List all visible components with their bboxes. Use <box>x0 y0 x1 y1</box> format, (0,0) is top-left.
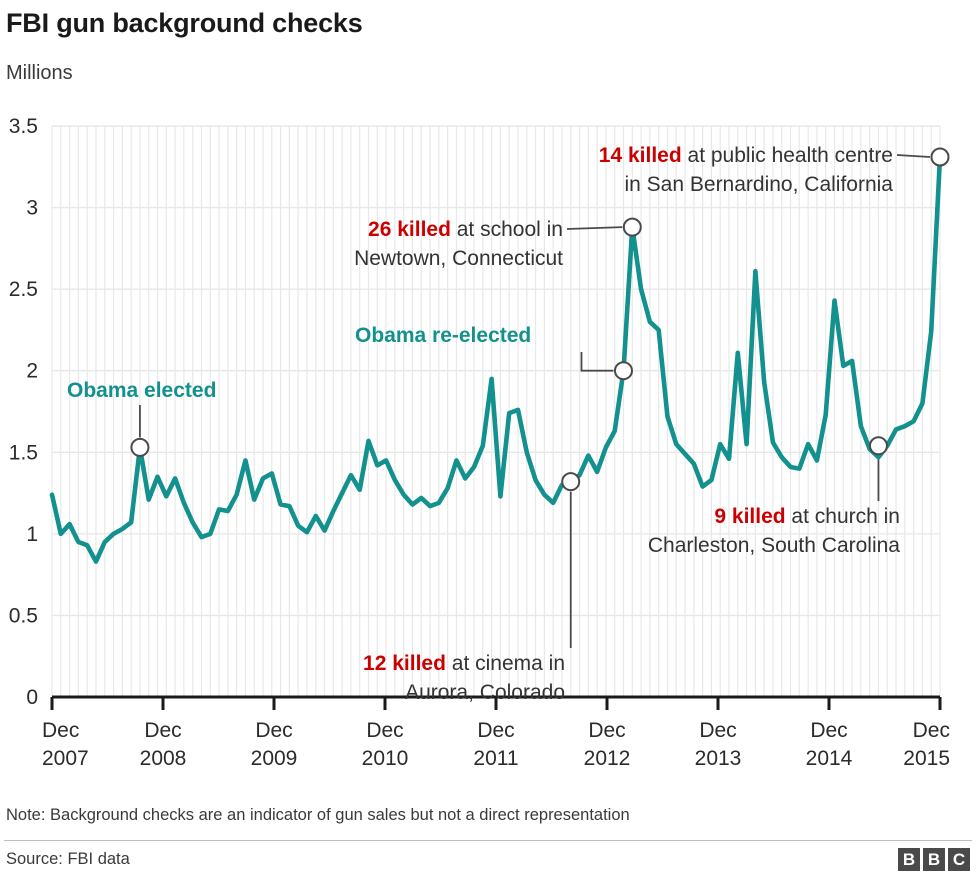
x-axis-tick-label: Dec <box>588 719 625 742</box>
x-axis-tick-label: Dec <box>255 719 292 742</box>
x-axis-tick-label: 2009 <box>251 747 298 770</box>
annotation-label: 9 killed at church in <box>714 505 900 528</box>
chart-subtitle: Millions <box>6 62 73 84</box>
x-axis-tick-label: Dec <box>913 719 950 742</box>
y-axis-tick-label: 3.5 <box>9 115 38 138</box>
annotation-leader-line <box>896 154 931 158</box>
y-axis-tick-labels: 0 0.5 1 1.5 2 2.5 3 3.5 <box>9 115 38 709</box>
x-axis-tick-label: Dec <box>699 719 736 742</box>
annotation-casualty-count: 12 killed <box>363 652 446 675</box>
x-axis-tick-label: Dec <box>810 719 847 742</box>
bbc-logo-letter-1: B <box>898 848 920 871</box>
annotation-detail: at public health centre <box>682 144 893 167</box>
annotation-detail: at church in <box>786 505 900 528</box>
data-point-marker[interactable] <box>930 147 950 167</box>
x-axis-tick-label: 2012 <box>584 747 631 770</box>
data-line-series <box>49 154 943 564</box>
y-axis-tick-label: 0 <box>26 686 38 709</box>
y-axis-tick-label: 1.5 <box>9 441 38 464</box>
annotation-labels: Obama elected 12 killed at cinema in Auror… <box>67 144 900 704</box>
x-axis-tick-label: 2010 <box>362 747 409 770</box>
x-axis-tick-label: 2007 <box>42 747 89 770</box>
y-axis-tick-label: 2 <box>26 360 38 383</box>
note-text: Note: Background checks are an indicator… <box>6 806 630 824</box>
x-axis-tick-label: 2013 <box>695 747 742 770</box>
annotation-casualty-count: 9 killed <box>714 505 785 528</box>
annotation-label: Obama re-elected <box>355 324 531 347</box>
annotation-label: Obama elected <box>67 379 216 402</box>
annotation-label: 14 killed at public health centre <box>599 144 893 167</box>
data-point-marker[interactable] <box>130 437 150 457</box>
data-point-marker[interactable] <box>561 472 581 492</box>
x-axis-line <box>50 695 942 710</box>
x-axis-tick-label: Dec <box>366 719 403 742</box>
chart-plot-area: 0 0.5 1 1.5 2 2.5 3 3.5 Dec 2007 Dec 2008 Dec 2009 De… <box>0 100 976 790</box>
annotation-label: 12 killed at cinema in <box>363 652 565 675</box>
data-point-marker[interactable] <box>622 217 642 237</box>
annotation-leader-line <box>580 352 614 372</box>
line-chart-svg: 00.511.522.533.5 Dec2007Dec2008Dec2009De… <box>9 115 950 770</box>
x-axis-tick-label: Dec <box>42 719 79 742</box>
bbc-logo-letter-3: C <box>948 848 970 871</box>
x-axis-tick-label: 2011 <box>473 747 518 770</box>
y-axis-tick-label: 2.5 <box>9 278 38 301</box>
x-axis-tick-labels: Dec 2007 Dec 2008 Dec 2009 Dec 2010 Dec 2011 Dec 20… <box>42 719 950 770</box>
annotation-label: in San Bernardino, California <box>625 173 894 196</box>
annotation-leader-line <box>566 226 623 230</box>
bbc-logo: B B C <box>898 848 970 871</box>
data-point-marker[interactable] <box>613 361 633 381</box>
annotation-casualty-count: 14 killed <box>599 144 682 167</box>
y-axis-tick-label: 1 <box>26 523 38 546</box>
y-axis-tick-label: 3 <box>26 197 38 220</box>
footer-divider <box>4 840 972 841</box>
annotation-detail: at school in <box>451 218 563 241</box>
y-axis-tick-label: 0.5 <box>9 604 38 627</box>
bbc-logo-letter-2: B <box>923 848 945 871</box>
gridlines-vertical <box>51 126 941 697</box>
annotation-label: Newtown, Connecticut <box>354 247 563 270</box>
page-title: FBI gun background checks <box>6 8 363 38</box>
annotation-label: Aurora, Colorado <box>405 681 565 704</box>
annotation-markers <box>130 147 950 492</box>
x-axis-tick-label: 2015 <box>903 747 950 770</box>
annotation-label: Charleston, South Carolina <box>648 534 900 557</box>
annotation-leader-lines <box>139 154 931 648</box>
source-text: Source: FBI data <box>6 850 130 868</box>
x-axis-tick-label: 2008 <box>140 747 187 770</box>
x-axis-tick-label: Dec <box>477 719 514 742</box>
annotation-casualty-count: 26 killed <box>368 218 451 241</box>
x-axis-tick-label: Dec <box>144 719 181 742</box>
data-point-marker[interactable] <box>868 436 888 456</box>
x-axis-tick-label: 2014 <box>806 747 853 770</box>
annotation-detail: at cinema in <box>446 652 565 675</box>
annotation-label: 26 killed at school in <box>368 218 563 241</box>
